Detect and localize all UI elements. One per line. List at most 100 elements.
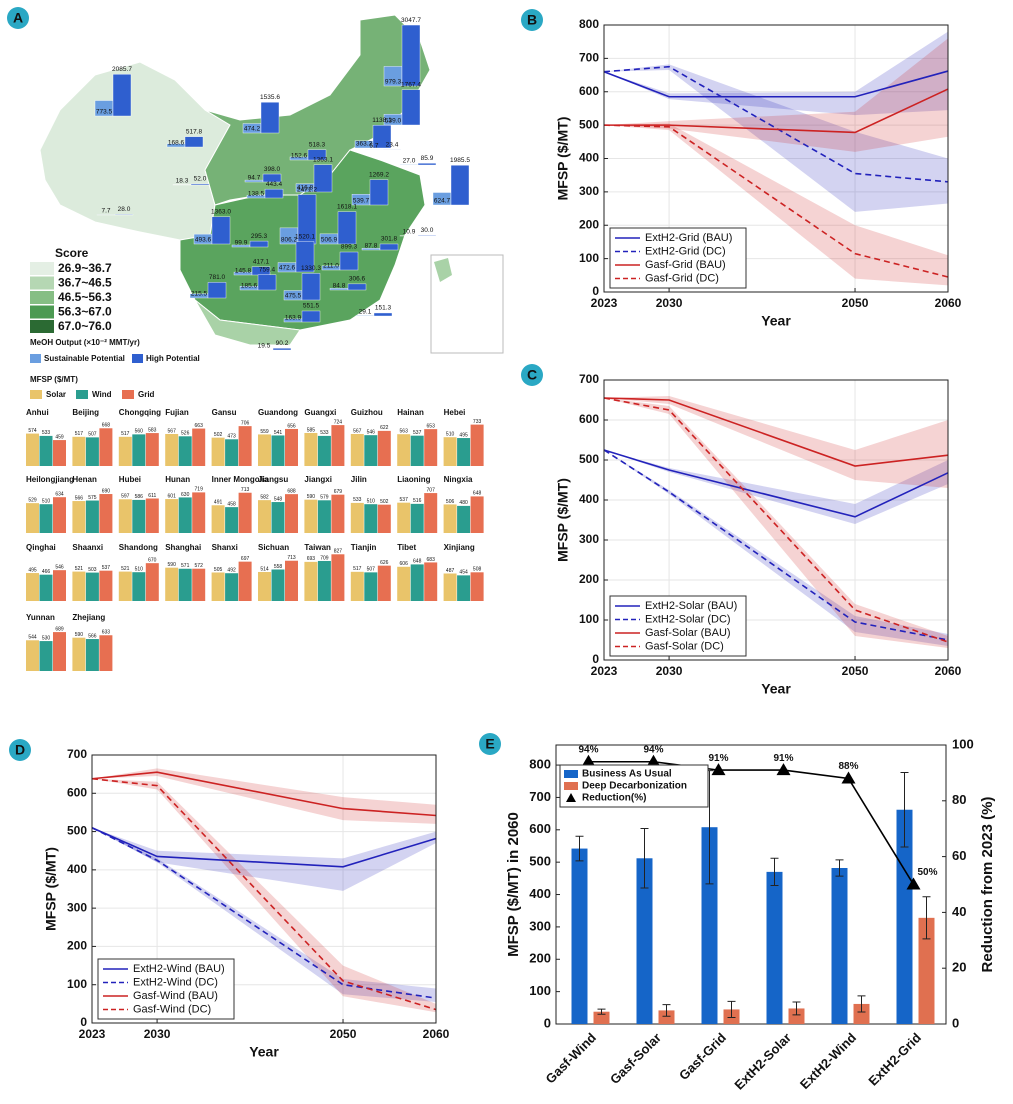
map-bar <box>417 235 437 237</box>
province-name: Liaoning <box>397 475 430 484</box>
bar <box>178 497 192 533</box>
y-tick-label: 200 <box>579 572 599 586</box>
legend-swatch <box>30 354 41 363</box>
legend-label: Solar <box>46 390 66 399</box>
map-bar-label: 18.3 <box>176 178 189 185</box>
score-swatch <box>30 262 54 275</box>
reduction-marker <box>711 763 726 776</box>
province-name: Shaanxi <box>72 543 103 552</box>
y-tick-label: 300 <box>579 184 599 198</box>
x-tick-label: ExtH2-Solar <box>731 1030 794 1093</box>
y-axis-label: MFSP ($/MT) <box>43 847 59 931</box>
bar <box>118 499 132 533</box>
bar <box>331 554 345 601</box>
map-bar-label: 29.1 <box>359 309 372 316</box>
map-bar-label: 1767.4 <box>401 81 421 88</box>
y-axis-label: MFSP ($/MT) <box>555 117 571 201</box>
map-bar-label: 517.8 <box>186 128 203 135</box>
map-bar <box>337 211 357 245</box>
y-tick-label: 500 <box>579 452 599 466</box>
province-name: Qinghai <box>26 543 56 552</box>
map-bar-label: 84.8 <box>333 283 346 290</box>
bar <box>118 571 132 601</box>
y-tick-label: 300 <box>529 918 551 933</box>
bar-value: 683 <box>427 557 436 563</box>
bar-value: 590 <box>168 562 177 568</box>
bar <box>397 566 411 601</box>
reduction-marker <box>841 771 856 784</box>
x-tick-label: 2023 <box>591 664 618 678</box>
bar <box>410 503 424 533</box>
bar-value: 653 <box>427 423 436 429</box>
bar-value: 487 <box>446 568 455 574</box>
map-bar-label: 1618.1 <box>337 203 357 210</box>
legend-label: Deep Decarbonization <box>582 781 687 792</box>
map-bar-label: 493.6 <box>195 237 212 244</box>
map-bar <box>262 173 282 183</box>
bar-value: 634 <box>55 492 64 498</box>
bar <box>211 505 225 533</box>
map-bar-label: 551.5 <box>303 303 320 310</box>
legend-swatch <box>132 354 143 363</box>
y-tick-label: 0 <box>80 1015 87 1029</box>
map-bar <box>272 347 292 351</box>
province-name: Shandong <box>119 543 158 552</box>
legend-swatch <box>122 390 134 399</box>
x-tick-label: 2030 <box>656 296 683 310</box>
bar <box>918 917 935 1024</box>
bar-value: 586 <box>135 494 144 500</box>
province-name: Ningxia <box>444 475 473 484</box>
province-name: Hubei <box>119 475 141 484</box>
bar-value: 491 <box>214 500 223 506</box>
legend-label: ExtH2-Wind (DC) <box>133 976 218 988</box>
bar <box>377 504 391 533</box>
legend-label: High Potential <box>146 354 200 363</box>
map-bar-label: 417.1 <box>253 258 270 265</box>
bar-value: 724 <box>334 419 343 425</box>
x-tick-label: 2050 <box>330 1027 357 1041</box>
bar <box>225 573 239 601</box>
bar <box>145 433 159 466</box>
bar <box>53 440 66 466</box>
y-axis-label: MFSP ($/MT) in 2060 <box>505 812 522 957</box>
map-bar-label: 624.7 <box>434 198 451 205</box>
bar-value: 537 <box>400 497 409 503</box>
map-bar-label: 301.8 <box>381 236 398 243</box>
province-name: Inner Mongolia <box>212 475 269 484</box>
bar <box>99 428 113 466</box>
legend-swatch <box>76 390 88 399</box>
bar-value: 572 <box>195 563 204 569</box>
map-bar-label: 10.9 <box>403 229 416 236</box>
bar <box>304 499 318 533</box>
bar-value: 546 <box>367 429 376 435</box>
province-name: Fujian <box>165 408 189 417</box>
map-land-south <box>194 299 301 346</box>
bar <box>26 573 39 601</box>
legend-swatch <box>564 782 578 790</box>
bar <box>831 867 848 1024</box>
bar-value: 827 <box>334 549 343 555</box>
bar-value: 506 <box>446 499 455 505</box>
province-name: Taiwan <box>304 543 331 552</box>
uncertainty-band <box>92 778 436 1013</box>
map-bar-label: 474.2 <box>244 126 261 133</box>
bar <box>39 574 53 601</box>
map-bar <box>301 273 321 301</box>
bar <box>304 561 318 601</box>
x-tick-label: Gasf-Solar <box>607 1030 664 1087</box>
map-bar <box>417 163 437 166</box>
y2-tick-label: 80 <box>952 792 966 807</box>
series-line <box>604 88 949 134</box>
bar-value: 697 <box>241 556 250 562</box>
y-tick-label: 200 <box>529 951 551 966</box>
legend-box <box>559 764 709 808</box>
bar-value: 566 <box>75 495 84 501</box>
bar <box>72 571 86 601</box>
bar-value: 521 <box>121 566 130 572</box>
map-bar-label: 145.8 <box>235 268 252 275</box>
bar-value: 601 <box>168 493 177 499</box>
x-tick-label: 2060 <box>935 664 962 678</box>
map-bar <box>372 125 392 149</box>
bar-value: 502 <box>380 499 389 505</box>
map-bar-label: 363.2 <box>356 141 373 148</box>
